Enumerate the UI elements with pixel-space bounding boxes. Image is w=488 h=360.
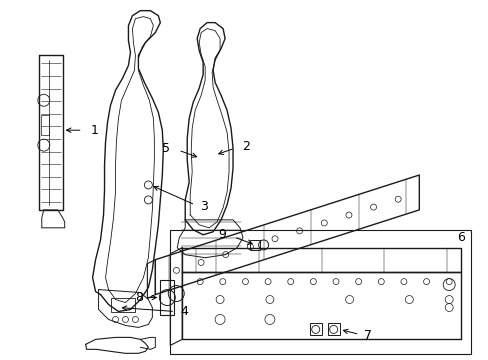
Text: 2: 2	[242, 140, 249, 153]
Text: 9: 9	[218, 229, 225, 242]
Bar	[110, 298, 135, 312]
Bar	[309, 323, 321, 336]
Bar	[327, 323, 339, 336]
Text: 4: 4	[180, 305, 188, 318]
Text: 8: 8	[135, 291, 143, 304]
Bar	[41, 115, 49, 135]
Text: 5: 5	[162, 141, 170, 155]
Bar	[160, 280, 174, 315]
Text: 1: 1	[90, 124, 98, 137]
Bar	[249, 240, 259, 250]
Text: 6: 6	[456, 231, 464, 244]
Bar	[170, 230, 470, 354]
Text: 7: 7	[363, 329, 371, 342]
Text: 3: 3	[200, 201, 207, 213]
